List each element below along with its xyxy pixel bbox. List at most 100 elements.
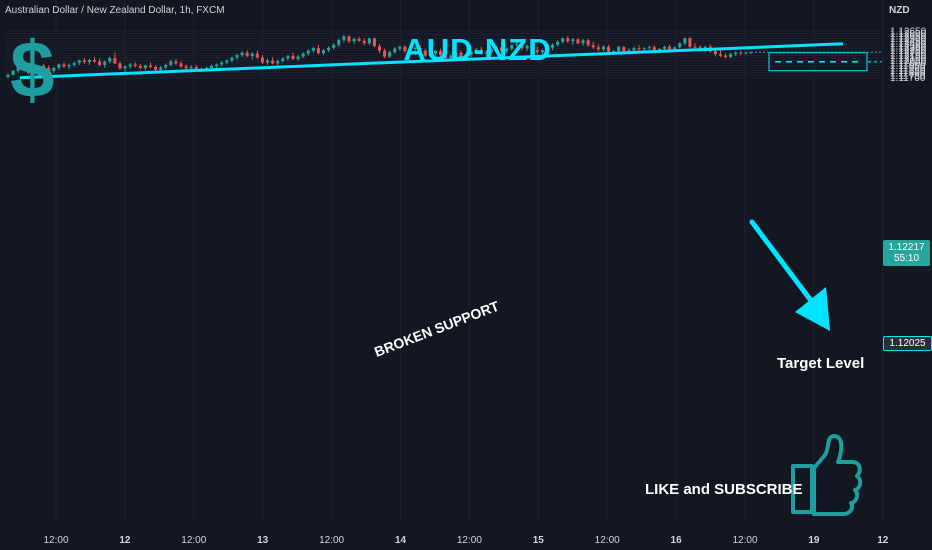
x-tick-label: 12: [119, 535, 131, 546]
thumb-hand: [812, 434, 863, 516]
y-tick-label: 1.12500: [890, 34, 927, 45]
y-tick-label: 1.12350: [890, 41, 927, 52]
candle-body: [642, 48, 646, 50]
y-tick-label: 1.11850: [890, 66, 926, 77]
candle-body: [194, 66, 198, 70]
candle-body: [489, 49, 493, 53]
candle-body: [6, 74, 10, 77]
x-tick-label: 12:00: [319, 535, 344, 546]
candle-body: [281, 58, 285, 62]
candle-body: [92, 60, 97, 62]
support-trendline: [19, 42, 844, 80]
candle-body: [668, 46, 672, 50]
chart-grid: [5, 0, 884, 522]
candle-body: [449, 55, 453, 59]
candle-body: [47, 67, 51, 71]
candle-body: [103, 61, 107, 65]
y-tick-label: 1.12650: [890, 27, 927, 38]
candle-body: [327, 47, 331, 51]
candle-body: [82, 60, 86, 62]
candle-body: [683, 38, 687, 44]
symbol-title[interactable]: Australian Dollar / New Zealand Dollar, …: [5, 5, 225, 16]
time-axis[interactable]: 12:00 12 12:00 13 12:00 14 12:00 15 12:00 16 12:00…: [43, 535, 888, 546]
candle-body: [500, 47, 504, 52]
candle-body: [352, 38, 356, 42]
candle-body: [291, 56, 295, 60]
y-tick-label: 1.11900: [890, 63, 926, 74]
like-subscribe-label: LIKE and SUBSCRIBE: [645, 481, 803, 498]
x-tick-label: 12:00: [457, 535, 482, 546]
currency-label: NZD: [889, 5, 910, 16]
price-axis[interactable]: 1.126501.126001.125501.125001.124501.124…: [890, 27, 927, 85]
candle-body: [601, 46, 605, 50]
arrow-head: [795, 287, 830, 331]
candle-body: [454, 52, 458, 56]
x-tick-label: 14: [395, 535, 407, 546]
candle-body: [474, 49, 478, 52]
candle-body: [535, 50, 539, 53]
y-tick-label: 1.12400: [890, 39, 927, 50]
candle-body: [123, 66, 127, 69]
candle-body: [189, 66, 193, 69]
candle-body: [596, 47, 600, 50]
candle-body: [260, 57, 264, 63]
candle-body: [561, 38, 565, 42]
candle-body: [143, 65, 147, 68]
candle-body: [342, 36, 346, 40]
candle-body: [347, 36, 351, 42]
y-tick-label: 1.12600: [890, 29, 927, 40]
candle-body: [42, 65, 46, 68]
candle-body: [311, 48, 315, 51]
candle-body: [545, 47, 549, 51]
candle-body: [87, 60, 91, 62]
candle-body: [362, 40, 366, 44]
candle-body: [637, 48, 641, 50]
candle-body: [128, 64, 132, 67]
thumbs-up-icon: [791, 434, 863, 516]
y-tick-label: 1.12050: [890, 56, 927, 67]
y-tick-label: 1.12200: [890, 49, 927, 60]
candle-body: [266, 60, 270, 63]
candle-body: [372, 38, 376, 47]
bar-countdown: 55:10: [893, 253, 920, 264]
candle-body: [413, 47, 417, 50]
x-tick-label: 16: [671, 535, 683, 546]
candle-body: [433, 51, 438, 54]
candle-body: [383, 50, 387, 57]
candle-body: [210, 65, 214, 68]
candle-body: [72, 62, 76, 65]
candle-body: [515, 44, 519, 46]
candle-body: [505, 48, 509, 52]
candle-body: [357, 38, 361, 41]
current-price-value: 1.12217: [888, 242, 925, 253]
candle-body: [571, 39, 575, 42]
target-level-label: Target Level: [777, 355, 865, 372]
candle-body: [734, 52, 738, 55]
candle-body: [418, 47, 422, 51]
candle-body: [551, 44, 555, 48]
y-tick-label: 1.11750: [890, 71, 926, 82]
candle-body: [164, 64, 168, 68]
candle-body: [540, 50, 544, 53]
candle-body: [586, 40, 590, 46]
candle-body: [525, 45, 529, 49]
y-tick-label: 1.12550: [890, 31, 927, 42]
x-tick-label: 12:00: [732, 535, 757, 546]
candle-body: [52, 67, 56, 71]
x-tick-label: 12:00: [181, 535, 206, 546]
candle-body: [225, 60, 229, 63]
candle-body: [159, 67, 163, 70]
candle-body: [744, 52, 748, 54]
x-tick-label: 15: [533, 535, 545, 546]
candle-body: [398, 46, 402, 49]
x-tick-label: 12:00: [595, 535, 620, 546]
candle-body: [606, 46, 611, 52]
candle-body: [520, 44, 524, 49]
candle-body: [16, 66, 20, 71]
candle-body: [215, 64, 219, 66]
candle-body: [423, 50, 427, 56]
candle-body: [530, 45, 534, 51]
dollar-icon: $: [10, 25, 55, 114]
candle-body: [652, 47, 656, 51]
